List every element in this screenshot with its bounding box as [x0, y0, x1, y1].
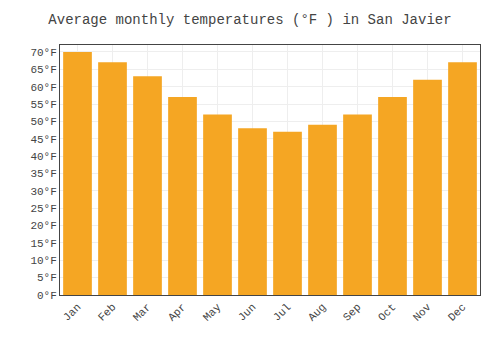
svg-text:55°F: 55°F	[30, 99, 56, 111]
svg-text:25°F: 25°F	[30, 203, 56, 215]
svg-text:10°F: 10°F	[30, 255, 56, 267]
svg-text:Dec: Dec	[446, 301, 468, 323]
svg-text:50°F: 50°F	[30, 116, 56, 128]
svg-text:60°F: 60°F	[30, 82, 56, 94]
svg-text:Oct: Oct	[376, 301, 398, 323]
svg-text:Sep: Sep	[341, 301, 363, 323]
svg-text:70°F: 70°F	[30, 47, 56, 59]
svg-text:Feb: Feb	[96, 301, 118, 323]
svg-text:Mar: Mar	[131, 301, 153, 323]
svg-text:Jan: Jan	[61, 301, 83, 323]
svg-text:Jul: Jul	[271, 301, 293, 323]
svg-text:Apr: Apr	[166, 301, 188, 323]
svg-text:Nov: Nov	[411, 301, 434, 324]
svg-text:65°F: 65°F	[30, 64, 56, 76]
svg-text:Jun: Jun	[236, 301, 258, 323]
svg-text:35°F: 35°F	[30, 168, 56, 180]
svg-text:45°F: 45°F	[30, 134, 56, 146]
svg-text:20°F: 20°F	[30, 220, 56, 232]
svg-text:0°F: 0°F	[37, 290, 57, 302]
svg-text:5°F: 5°F	[37, 272, 57, 284]
svg-text:40°F: 40°F	[30, 151, 56, 163]
svg-text:Aug: Aug	[306, 301, 328, 323]
svg-text:15°F: 15°F	[30, 238, 56, 250]
svg-text:30°F: 30°F	[30, 186, 56, 198]
svg-text:Average monthly temperatures (: Average monthly temperatures (°F ) in Sa…	[48, 12, 451, 28]
svg-text:May: May	[201, 301, 224, 324]
